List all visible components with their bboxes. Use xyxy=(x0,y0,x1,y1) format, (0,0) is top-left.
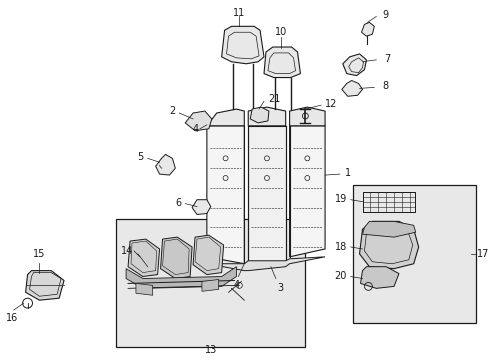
Polygon shape xyxy=(289,126,325,257)
Polygon shape xyxy=(341,81,362,96)
Polygon shape xyxy=(264,47,300,77)
Polygon shape xyxy=(160,237,192,279)
Polygon shape xyxy=(128,239,159,276)
Text: 2: 2 xyxy=(169,106,175,116)
Polygon shape xyxy=(206,126,244,264)
Text: 15: 15 xyxy=(33,249,45,259)
Text: 9: 9 xyxy=(382,9,387,19)
Text: 19: 19 xyxy=(334,194,346,204)
Polygon shape xyxy=(248,126,285,261)
Text: 11: 11 xyxy=(233,8,245,18)
Text: 10: 10 xyxy=(274,27,286,37)
Polygon shape xyxy=(221,26,264,64)
Text: 18: 18 xyxy=(334,242,346,252)
Polygon shape xyxy=(342,54,366,76)
Polygon shape xyxy=(206,257,325,271)
Polygon shape xyxy=(250,107,268,123)
Polygon shape xyxy=(359,221,418,269)
Polygon shape xyxy=(362,221,415,237)
Text: 8: 8 xyxy=(382,81,387,91)
Polygon shape xyxy=(192,200,210,215)
FancyBboxPatch shape xyxy=(116,219,305,347)
Text: 5: 5 xyxy=(137,152,143,162)
Text: 17: 17 xyxy=(476,249,488,259)
Text: 4: 4 xyxy=(192,124,199,134)
Text: 21: 21 xyxy=(267,94,280,104)
Polygon shape xyxy=(193,235,223,275)
Polygon shape xyxy=(155,154,175,175)
Text: 16: 16 xyxy=(6,313,18,323)
Polygon shape xyxy=(289,107,325,126)
Text: 13: 13 xyxy=(204,345,217,355)
Polygon shape xyxy=(25,271,64,300)
FancyBboxPatch shape xyxy=(352,185,475,323)
Polygon shape xyxy=(185,111,211,131)
Text: 3: 3 xyxy=(277,283,284,293)
Text: 4: 4 xyxy=(233,280,239,291)
Polygon shape xyxy=(136,283,152,295)
Text: 6: 6 xyxy=(175,198,181,208)
Polygon shape xyxy=(206,109,244,126)
Text: 1: 1 xyxy=(344,168,350,178)
Text: 12: 12 xyxy=(325,99,337,109)
Polygon shape xyxy=(202,279,218,291)
Polygon shape xyxy=(126,267,236,288)
Text: 7: 7 xyxy=(384,54,389,64)
Polygon shape xyxy=(248,107,285,126)
Text: 14: 14 xyxy=(121,246,133,256)
Text: 20: 20 xyxy=(334,271,346,280)
Polygon shape xyxy=(361,22,373,36)
Polygon shape xyxy=(360,267,398,288)
